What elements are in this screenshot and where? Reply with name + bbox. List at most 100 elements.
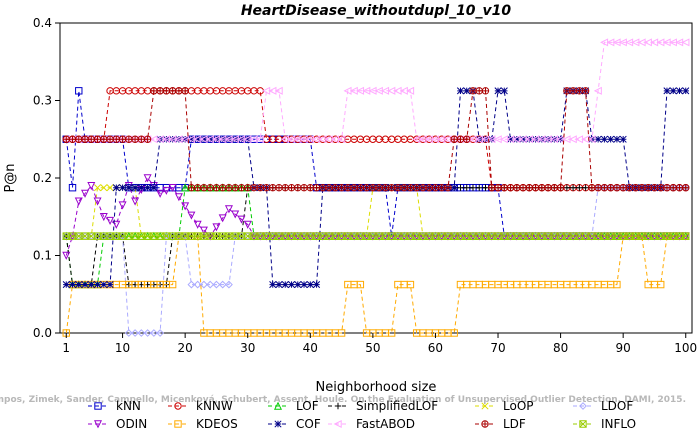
legend-marker-kdeos	[174, 420, 182, 428]
point-kdeos	[387, 329, 396, 337]
point-ldf	[650, 184, 659, 192]
point-odin	[243, 220, 252, 229]
point-ldf	[444, 184, 452, 192]
point-ldof	[149, 329, 158, 337]
point-ldf	[325, 184, 333, 192]
point-odin	[187, 211, 196, 220]
point-cof	[463, 87, 471, 95]
point-ldf	[93, 135, 102, 143]
point-odin	[99, 213, 108, 222]
point-ldof	[143, 329, 152, 337]
point-ldf	[669, 184, 677, 192]
legend-marker-knn	[94, 402, 102, 410]
legend-marker-ldof	[579, 402, 587, 410]
point-cof	[62, 281, 70, 289]
point-ldf	[62, 135, 70, 143]
point-odin	[162, 186, 171, 195]
point-ldf	[613, 184, 621, 192]
point-cof	[87, 281, 95, 289]
point-ldf	[156, 87, 164, 95]
point-ldf	[287, 184, 296, 192]
legend-label-cof: COF	[296, 417, 321, 431]
legend-marker-lof	[273, 401, 283, 410]
point-fastabod	[681, 38, 690, 47]
x-tick-label: 80	[553, 341, 568, 355]
point-odin	[168, 183, 177, 193]
point-ldf	[663, 184, 671, 192]
point-cof	[187, 135, 195, 143]
legend-label-knn: kNN	[116, 399, 141, 413]
point-ldf	[350, 184, 358, 192]
point-simplifiedlof	[569, 184, 577, 191]
series-knn	[62, 87, 690, 240]
point-ldf	[250, 184, 258, 192]
point-odin	[156, 189, 165, 198]
point-ldf	[575, 87, 584, 95]
point-cof	[500, 87, 508, 95]
point-odin	[118, 201, 127, 210]
legend-marker-ldf	[481, 420, 489, 428]
point-ldf	[644, 184, 652, 192]
point-ldf	[218, 184, 227, 192]
point-odin	[93, 197, 102, 206]
point-cof	[494, 87, 502, 95]
point-ldf	[181, 87, 189, 95]
point-ldf	[137, 135, 146, 143]
point-fastabod	[406, 86, 415, 95]
point-knn	[68, 183, 77, 192]
point-ldof	[187, 280, 196, 289]
point-ldf	[406, 184, 415, 192]
point-ldf	[481, 87, 490, 95]
point-ldf	[463, 135, 471, 143]
point-ldf	[319, 184, 327, 192]
point-odin	[62, 251, 71, 260]
legend-item-odin: ODIN	[88, 417, 147, 431]
point-fastabod	[255, 135, 264, 144]
point-ldf	[68, 135, 77, 143]
point-ldf	[212, 184, 221, 192]
point-cof	[93, 281, 102, 289]
point-ldf	[87, 135, 95, 143]
point-odin	[74, 197, 83, 206]
point-ldf	[400, 184, 408, 192]
legend-label-odin: ODIN	[116, 417, 147, 431]
x-tick-label: 30	[240, 341, 255, 355]
point-cof	[619, 135, 627, 143]
point-cof	[275, 281, 283, 289]
point-ldof	[212, 280, 221, 289]
point-ldf	[488, 184, 496, 192]
x-tick-label: 90	[616, 341, 631, 355]
series-ldf	[62, 87, 690, 192]
point-ldf	[312, 184, 321, 192]
chart-title: HeartDisease_withoutdupl_10_v10	[241, 3, 512, 19]
point-ldf	[456, 135, 465, 143]
y-tick-label: 0.3	[33, 94, 52, 108]
point-ldf	[419, 184, 427, 192]
point-ldf	[375, 184, 383, 192]
point-ldf	[231, 184, 239, 192]
point-ldf	[337, 184, 346, 192]
legend-label-inflo: INFLO	[601, 417, 636, 431]
series-kdeos	[62, 232, 690, 337]
legend-item-knnw: kNNW	[168, 399, 233, 413]
point-loop	[106, 184, 114, 192]
point-ldf	[631, 184, 640, 192]
point-ldf	[206, 184, 214, 192]
point-odin	[112, 220, 121, 229]
point-cof	[513, 135, 521, 143]
y-axis: 0.0 0.1 0.2 0.3 0.4	[33, 16, 60, 340]
point-simplifiedlof	[476, 184, 483, 191]
point-ldof	[193, 280, 202, 289]
point-ldf	[513, 184, 521, 192]
point-cof	[194, 135, 202, 143]
legend-label-knnw: kNNW	[196, 399, 233, 413]
point-cof	[119, 184, 127, 192]
point-ldof	[200, 280, 208, 289]
point-cof	[607, 135, 615, 143]
legend-item-ldof: LDOF	[573, 399, 633, 413]
point-kdeos	[613, 280, 621, 289]
point-cof	[456, 87, 465, 95]
point-ldf	[550, 184, 559, 192]
series-line-kdeos	[65, 235, 686, 334]
x-tick-label: 100	[674, 341, 697, 355]
